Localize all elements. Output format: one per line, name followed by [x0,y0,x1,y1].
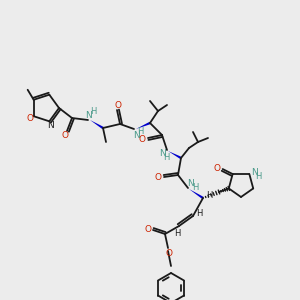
Text: H: H [90,107,96,116]
Text: O: O [145,224,152,233]
Text: H: H [163,152,169,161]
Text: H: H [206,191,212,200]
Polygon shape [90,120,104,129]
Text: N: N [133,130,140,140]
Text: O: O [154,173,161,182]
Polygon shape [136,122,151,129]
Text: N: N [159,148,165,158]
Text: O: O [115,100,122,109]
Text: H: H [174,229,180,238]
Text: H: H [196,209,202,218]
Text: H: H [192,182,198,191]
Text: N: N [188,179,194,188]
Text: O: O [213,164,220,172]
Text: H: H [255,172,262,181]
Text: O: O [166,248,172,257]
Text: O: O [61,131,68,140]
Text: O: O [139,134,145,143]
Text: N: N [47,121,54,130]
Text: O: O [26,114,33,123]
Text: H: H [137,128,143,136]
Text: N: N [85,110,92,119]
Polygon shape [168,151,182,159]
Text: N: N [251,167,258,176]
Polygon shape [189,189,204,199]
